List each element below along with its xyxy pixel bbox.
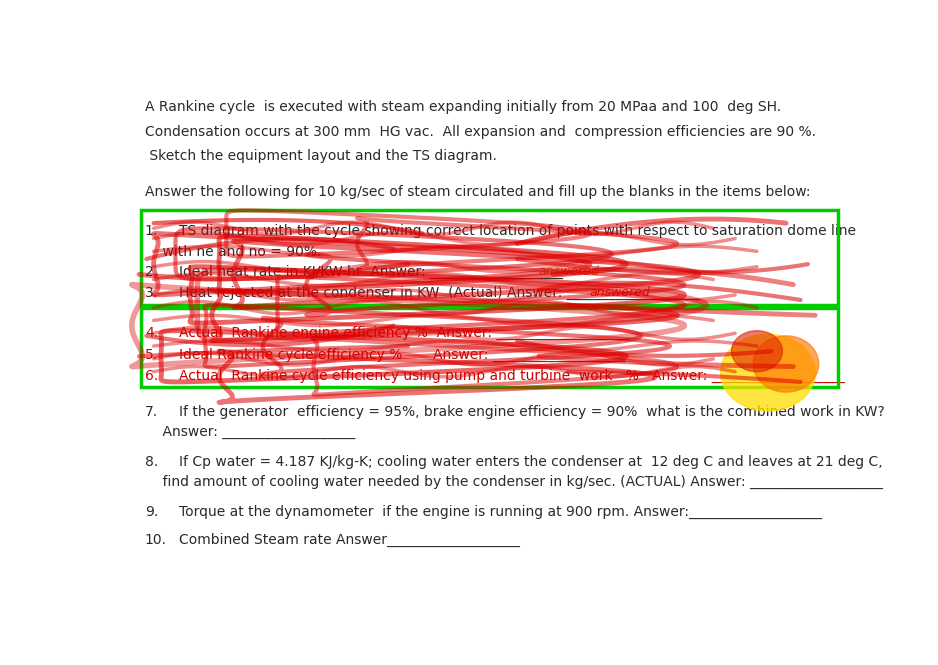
Text: 7.: 7. bbox=[144, 405, 158, 419]
Text: 2.: 2. bbox=[144, 265, 158, 279]
Text: answered: answered bbox=[538, 265, 599, 278]
Text: TS diagram with the cycle showing correct location of points with respect to sat: TS diagram with the cycle showing correc… bbox=[179, 224, 856, 238]
Text: Ideal heat rate in KJ/KW-hr  Answer: ___________________: Ideal heat rate in KJ/KW-hr Answer: ____… bbox=[179, 265, 563, 279]
Text: Condensation occurs at 300 mm  HG vac.  All expansion and  compression efficienc: Condensation occurs at 300 mm HG vac. Al… bbox=[144, 125, 816, 139]
Text: If the generator  efficiency = 95%, brake engine efficiency = 90%  what is the c: If the generator efficiency = 95%, brake… bbox=[179, 405, 885, 419]
Text: Actual  Rankine cycle efficiency using pump and turbine  work   %   Answer: ____: Actual Rankine cycle efficiency using pu… bbox=[179, 369, 845, 383]
Text: with ne and no = 90%.: with ne and no = 90%. bbox=[144, 245, 321, 259]
Text: answered: answered bbox=[590, 286, 651, 299]
Text: 3.: 3. bbox=[144, 286, 158, 300]
Text: Torque at the dynamometer  if the engine is running at 900 rpm. Answer:_________: Torque at the dynamometer if the engine … bbox=[179, 505, 822, 519]
Polygon shape bbox=[732, 331, 782, 372]
Text: If Cp water = 4.187 KJ/kg-K; cooling water enters the condenser at  12 deg C and: If Cp water = 4.187 KJ/kg-K; cooling wat… bbox=[179, 455, 883, 469]
Text: 1.: 1. bbox=[144, 224, 159, 238]
Text: Combined Steam rate Answer___________________: Combined Steam rate Answer______________… bbox=[179, 533, 520, 547]
Text: Answer the following for 10 kg/sec of steam circulated and fill up the blanks in: Answer the following for 10 kg/sec of st… bbox=[144, 186, 810, 200]
Text: 5.: 5. bbox=[144, 348, 158, 362]
Text: 4.: 4. bbox=[144, 326, 158, 340]
Text: 10.: 10. bbox=[144, 533, 167, 547]
Text: A Rankine cycle  is executed with steam expanding initially from 20 MPaa and 100: A Rankine cycle is executed with steam e… bbox=[144, 100, 781, 114]
Polygon shape bbox=[720, 334, 815, 411]
Text: Heat rejected at the condenser in KW  (Actual) Answer: ___________________: Heat rejected at the condenser in KW (Ac… bbox=[179, 286, 700, 300]
Polygon shape bbox=[753, 336, 819, 392]
Text: 6.: 6. bbox=[144, 369, 159, 383]
Text: 9.: 9. bbox=[144, 505, 159, 519]
Text: find amount of cooling water needed by the condenser in kg/sec. (ACTUAL) Answer:: find amount of cooling water needed by t… bbox=[144, 475, 883, 489]
Text: Actual  Rankine engine efficiency %  Answer: ___________________: Actual Rankine engine efficiency % Answe… bbox=[179, 326, 629, 340]
Bar bbox=[141, 210, 839, 305]
Bar bbox=[141, 308, 839, 387]
Text: 8.: 8. bbox=[144, 455, 159, 469]
Text: Ideal Rankine cycle efficiency %       Answer: ___________________: Ideal Rankine cycle efficiency % Answer:… bbox=[179, 348, 626, 362]
Text: Sketch the equipment layout and the TS diagram.: Sketch the equipment layout and the TS d… bbox=[144, 150, 497, 164]
Text: Answer: ___________________: Answer: ___________________ bbox=[144, 426, 356, 440]
